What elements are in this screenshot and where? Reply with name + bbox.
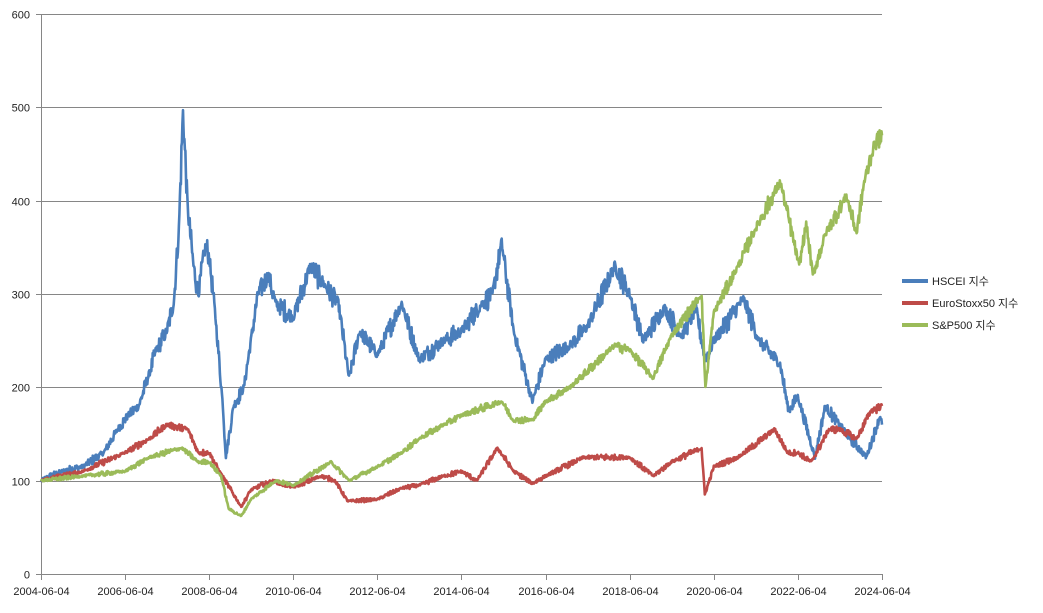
x-tick-label: 2018-06-04 (602, 586, 658, 598)
y-tick-label: 300 (12, 290, 30, 302)
x-tick-label: 2012-06-04 (349, 586, 405, 598)
x-tick-label: 2010-06-04 (265, 586, 321, 598)
legend-label: S&P500 지수 (932, 319, 996, 332)
y-tick-label: 100 (12, 477, 30, 489)
y-tick-label: 200 (12, 383, 30, 395)
x-tick-label: 2014-06-04 (433, 586, 489, 598)
x-tick-label: 2020-06-04 (686, 586, 742, 598)
axes: 0 100 200 300 400 500 600 2004-06-04 2006-06-04 2… (12, 10, 911, 599)
x-tick-label: 2016-06-04 (518, 586, 574, 598)
series-lines (39, 108, 884, 518)
x-tick-label: 2004-06-04 (13, 586, 69, 598)
y-tick-label: 400 (12, 197, 30, 209)
gridlines (41, 14, 882, 482)
x-tick-label: 2024-06-04 (854, 586, 910, 598)
legend-label: HSCEI 지수 (932, 275, 989, 288)
series-line (40, 403, 884, 509)
y-tick-label: 500 (12, 103, 30, 115)
series-line (39, 129, 884, 518)
series-line (39, 108, 884, 483)
y-tick-label: 0 (24, 570, 30, 582)
x-tick-label: 2006-06-04 (97, 586, 153, 598)
y-tick-label: 600 (12, 10, 30, 22)
x-tick-label: 2008-06-04 (181, 586, 237, 598)
legend-label: EuroStoxx50 지수 (932, 297, 1018, 310)
legend: HSCEI 지수 EuroStoxx50 지수 S&P500 지수 (902, 275, 1018, 332)
x-tick-label: 2022-06-04 (770, 586, 826, 598)
